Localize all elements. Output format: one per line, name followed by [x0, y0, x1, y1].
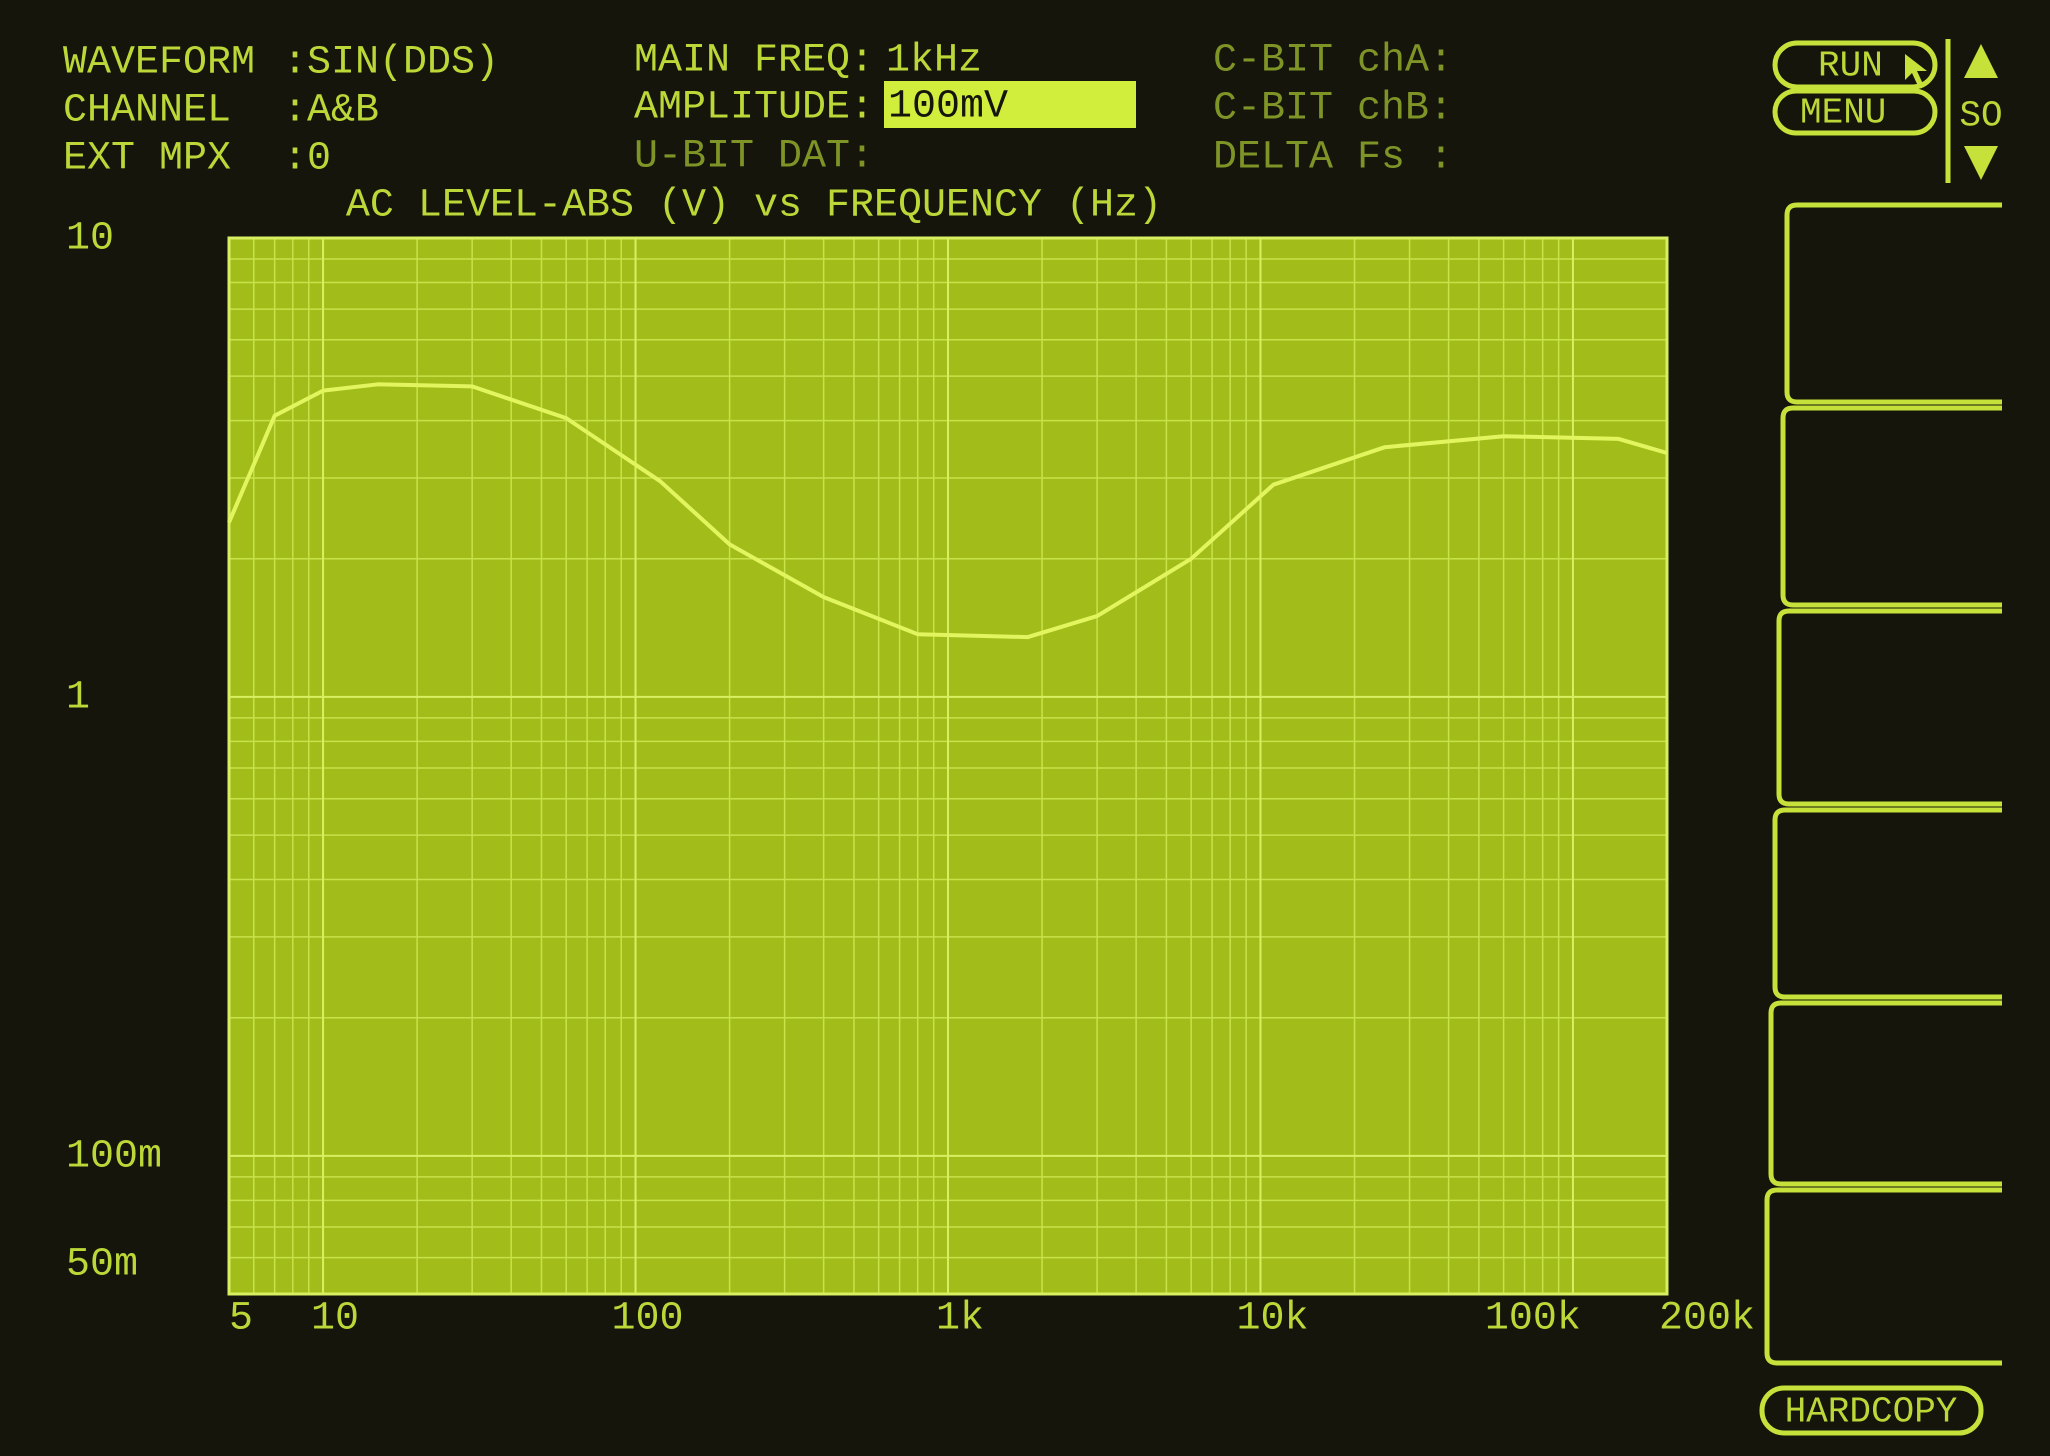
- status-label: DELTA Fs :: [1213, 136, 1453, 181]
- soft-key[interactable]: [1768, 1000, 2002, 1187]
- soft-key[interactable]: [1784, 202, 2002, 405]
- x-tick-label: 100k: [1485, 1297, 1581, 1342]
- soft-key[interactable]: [1772, 807, 2002, 1000]
- scroll-up[interactable]: [1964, 44, 1998, 78]
- hardcopy-button[interactable]: [1759, 1385, 1984, 1436]
- status-label: U-BIT DAT:: [634, 135, 874, 180]
- x-tick-label: 100: [612, 1297, 684, 1342]
- menu-label[interactable]: MENU: [1800, 93, 1886, 134]
- x-tick-label: 200k: [1659, 1297, 1755, 1342]
- y-tick-label: 1: [66, 675, 90, 720]
- status-label: CHANNEL: [63, 89, 231, 134]
- status-label: C-BIT chA:: [1213, 39, 1453, 84]
- x-tick-label: 1k: [936, 1297, 984, 1342]
- status-value: :SIN(DDS): [283, 41, 499, 86]
- x-tick-label: 10: [311, 1297, 359, 1342]
- status-label: AMPLITUDE:: [634, 86, 874, 131]
- status-label: WAVEFORM: [63, 41, 255, 86]
- x-tick-label: 10k: [1236, 1297, 1308, 1342]
- chart-title: AC LEVEL-ABS (V) vs FREQUENCY (Hz): [346, 184, 1162, 229]
- run-label[interactable]: RUN: [1818, 46, 1883, 87]
- cursor: [1905, 54, 1927, 86]
- amplitude-field[interactable]: [884, 81, 1136, 128]
- status-value: :0: [283, 137, 331, 182]
- status-value: 1kHz: [886, 39, 982, 84]
- x-tick-label: 5: [229, 1297, 253, 1342]
- soft-key[interactable]: [1764, 1187, 2002, 1366]
- hardcopy-label[interactable]: HARDCOPY: [1785, 1392, 1958, 1433]
- soft-keys: [1764, 202, 2002, 1366]
- status-value: :A&B: [283, 89, 379, 134]
- soft-key[interactable]: [1780, 405, 2002, 608]
- y-tick-label: 50m: [66, 1243, 138, 1288]
- soft-key[interactable]: [1776, 608, 2002, 807]
- status-label: MAIN FREQ:: [634, 39, 874, 84]
- run-button[interactable]: [1772, 40, 1938, 90]
- y-tick-label: 10: [66, 217, 114, 262]
- status-label: EXT MPX: [63, 137, 231, 182]
- scroll-label: SO: [1959, 96, 2002, 137]
- y-tick-label: 100m: [66, 1134, 162, 1179]
- menu-button[interactable]: [1772, 88, 1938, 136]
- amplitude-value[interactable]: 100mV: [888, 85, 1008, 130]
- plot: 5 10 100 1k 10k 100k 200k 10 1 100m 50m: [66, 217, 1755, 1342]
- plot-frame: [227, 236, 1669, 1296]
- data-line: [227, 382, 1668, 640]
- status-label: C-BIT chB:: [1213, 87, 1453, 132]
- scroll-down[interactable]: [1964, 146, 1998, 180]
